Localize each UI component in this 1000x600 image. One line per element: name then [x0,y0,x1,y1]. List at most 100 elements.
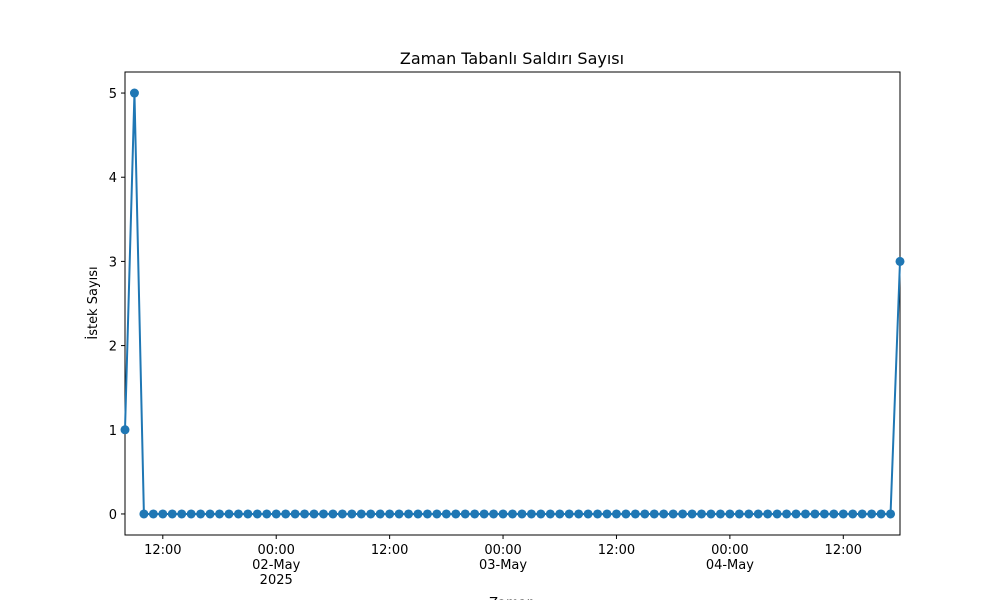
data-point [356,509,366,519]
data-point [300,509,310,519]
x-tick-label: 12:00 [598,543,635,558]
data-point [215,509,225,519]
data-point [848,509,858,519]
data-point [167,509,177,519]
data-point [782,509,792,519]
data-point [876,509,886,519]
data-point [895,256,905,266]
data-point [139,509,149,519]
data-point [867,509,877,519]
data-point [196,509,206,519]
x-tick-label: 00:00 [484,543,521,558]
y-axis-label: İstek Sayısı [85,266,101,339]
x-tick-label: 00:00 [257,543,294,558]
data-point [574,509,584,519]
data-point [158,509,168,519]
data-point [318,509,328,519]
y-tick-label: 3 [109,255,117,270]
data-point [829,509,839,519]
data-point [129,88,139,98]
x-tick-label: 12:00 [371,543,408,558]
data-point [337,509,347,519]
data-point [290,509,300,519]
data-point [715,509,725,519]
data-point [687,509,697,519]
data-point [451,509,461,519]
x-tick-label: 04-May [706,558,754,573]
data-point [668,509,678,519]
data-point [706,509,716,519]
data-point [630,509,640,519]
data-point [489,509,499,519]
data-point [432,509,442,519]
x-tick-label: 12:00 [144,543,181,558]
data-point [526,509,536,519]
data-point [479,509,489,519]
data-point [385,509,395,519]
data-point [309,509,319,519]
data-point [148,509,158,519]
data-point [460,509,470,519]
data-point [744,509,754,519]
data-point [422,509,432,519]
data-point [640,509,650,519]
data-point [233,509,243,519]
data-point [725,509,735,519]
data-point [281,509,291,519]
data-point [271,509,281,519]
data-point [347,509,357,519]
data-point [375,509,385,519]
data-point [593,509,603,519]
data-point [734,509,744,519]
data-point [649,509,659,519]
data-point [186,509,196,519]
data-point [366,509,376,519]
data-point [857,509,867,519]
data-point [800,509,810,519]
data-point [413,509,423,519]
data-point [545,509,555,519]
chart-title: Zaman Tabanlı Saldırı Sayısı [400,49,624,68]
x-tick-label: 02-May [252,558,300,573]
data-point [394,509,404,519]
x-tick-label: 03-May [479,558,527,573]
data-point [763,509,773,519]
data-point [753,509,763,519]
data-point [621,509,631,519]
data-point [659,509,669,519]
data-point [583,509,593,519]
y-tick-label: 5 [109,87,117,102]
x-tick-label: 00:00 [711,543,748,558]
data-point [819,509,829,519]
data-point [810,509,820,519]
data-point [517,509,527,519]
data-line [124,93,901,515]
data-point [470,509,480,519]
data-point [791,509,801,519]
data-point [120,425,130,435]
data-point [772,509,782,519]
data-point [177,509,187,519]
data-point [252,509,262,519]
data-point [697,509,707,519]
data-point [404,509,414,519]
data-point [262,509,272,519]
data-point [838,509,848,519]
data-point [508,509,517,519]
data-point [886,509,896,519]
data-point [678,509,688,519]
data-point [555,509,565,519]
data-point [498,509,508,519]
x-axis-label: Zaman [489,596,535,600]
data-point [328,509,338,519]
y-tick-label: 0 [109,508,117,523]
y-tick-label: 2 [109,340,117,355]
data-point [611,509,621,519]
plot-frame [124,71,901,536]
y-tick-label: 4 [109,171,117,186]
data-point [205,509,215,519]
x-tick-label: 12:00 [825,543,862,558]
data-point [536,509,546,519]
x-tick-label: 2025 [260,573,293,588]
